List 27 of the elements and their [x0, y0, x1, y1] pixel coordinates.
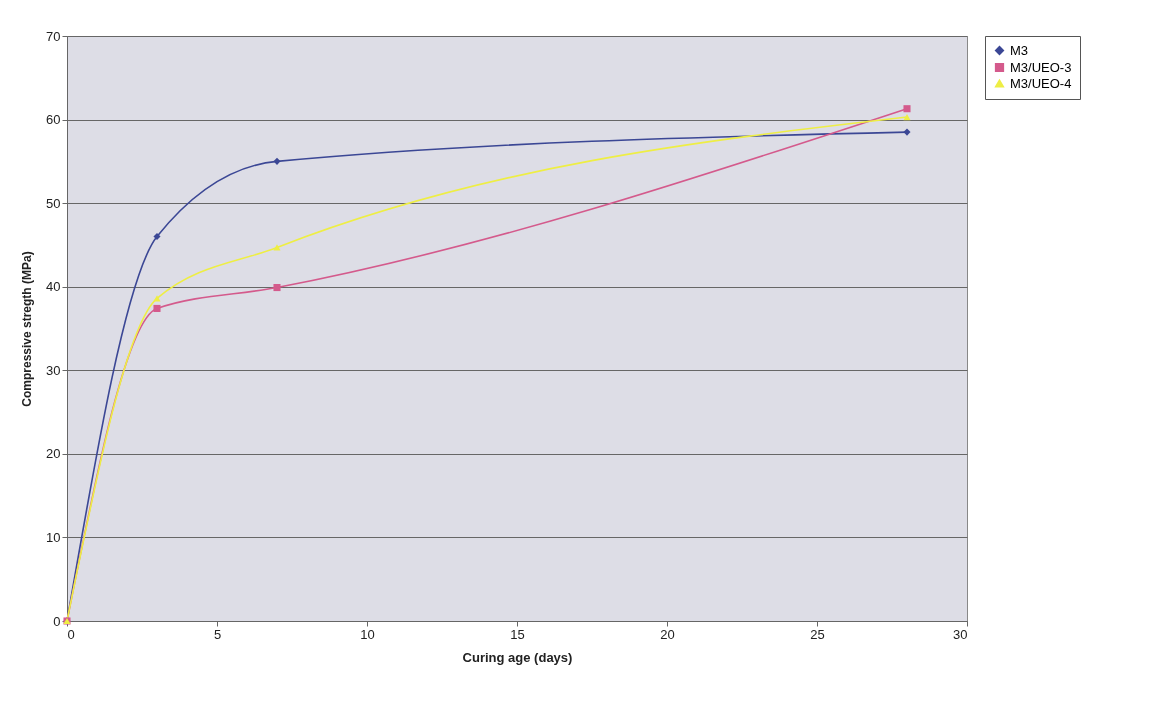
x-tick-label: 30: [953, 626, 968, 642]
y-tick-label: 40: [46, 279, 61, 295]
y-tick-label: 20: [46, 446, 61, 462]
y-tick-label: 0: [53, 613, 61, 629]
x-tick-label: 25: [810, 626, 825, 642]
point: [903, 114, 911, 121]
y-axis-title: Compressive stregth (MPa): [20, 251, 35, 407]
legend-label: M3: [1010, 42, 1029, 58]
point: [153, 304, 161, 312]
y-tick-label: 50: [46, 195, 61, 211]
point: [903, 128, 911, 136]
point: [273, 157, 281, 165]
legend-label: M3/UEO-3: [1010, 59, 1072, 75]
point: [273, 284, 281, 292]
legend-label: M3/UEO-4: [1010, 75, 1072, 91]
x-tick-label: 0: [67, 626, 75, 642]
y-tick-label: 70: [46, 28, 61, 44]
y-tick-label: 60: [46, 112, 61, 128]
x-axis-title: Curing age (days): [462, 649, 573, 665]
x-tick-label: 20: [660, 626, 675, 642]
x-tick-label: 15: [510, 626, 525, 642]
x-tick-label: 5: [213, 626, 222, 642]
x-tick-label: 10: [360, 626, 375, 642]
point: [903, 105, 911, 113]
y-tick-label: 10: [46, 529, 61, 545]
point: [153, 233, 161, 241]
y-tick-label: 30: [46, 362, 61, 378]
